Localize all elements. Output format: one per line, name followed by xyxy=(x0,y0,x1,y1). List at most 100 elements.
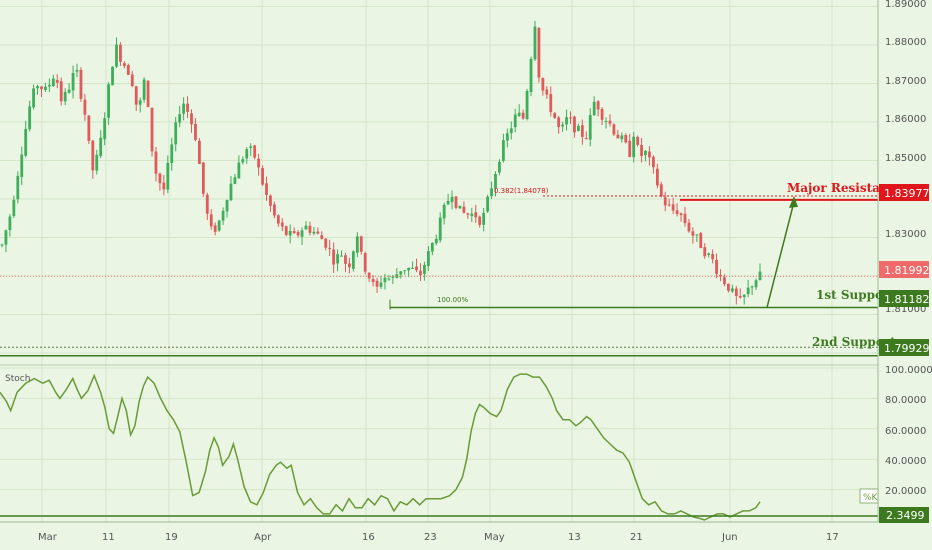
candle-body xyxy=(592,101,596,116)
candle-body xyxy=(28,106,32,130)
candle-body xyxy=(103,118,107,140)
current-price-box: 1.81992 xyxy=(879,261,930,278)
candle-body xyxy=(513,114,517,128)
candle-body xyxy=(75,70,79,72)
candle-body xyxy=(411,267,414,269)
candle-body xyxy=(699,232,703,249)
candle-body xyxy=(276,215,280,224)
candle-body xyxy=(265,183,268,195)
candle-body xyxy=(450,196,454,203)
candle-body xyxy=(573,116,576,133)
candle-body xyxy=(734,288,738,296)
candle-body xyxy=(36,86,39,89)
time-tick-label: 17 xyxy=(826,532,839,543)
candle-body xyxy=(170,144,174,164)
candle-body xyxy=(162,182,166,190)
candle-body xyxy=(351,251,355,269)
candle-body xyxy=(561,124,565,127)
price-tick-label: 1.81000 xyxy=(885,304,926,315)
candle-body xyxy=(655,168,659,186)
candle-body xyxy=(482,212,486,225)
percent-k-badge-label: %K xyxy=(863,493,879,503)
candle-body xyxy=(8,216,12,231)
candle-body xyxy=(47,84,51,87)
candle-body xyxy=(158,173,162,184)
candle-body xyxy=(71,72,75,91)
candle-body xyxy=(438,217,442,241)
candle-body xyxy=(636,136,640,145)
candle-body xyxy=(182,103,186,114)
candle-body xyxy=(348,263,351,268)
price-tick-label: 1.85000 xyxy=(885,153,926,164)
grid-lines xyxy=(0,0,878,522)
candle-body xyxy=(221,210,225,221)
candle-body xyxy=(442,204,446,219)
candle-body xyxy=(359,236,363,252)
candle-body xyxy=(320,235,324,240)
projection-arrow-line xyxy=(766,201,795,308)
candle-body xyxy=(521,112,525,119)
time-tick-label: Jun xyxy=(721,532,738,543)
candle-body xyxy=(150,107,154,152)
candle-body xyxy=(399,271,403,275)
candle-body xyxy=(249,146,253,148)
candle-body xyxy=(324,238,328,248)
candle-body xyxy=(119,44,122,62)
candle-body xyxy=(434,238,438,244)
candle-body xyxy=(284,226,288,236)
major-resistance-price-box: 1.83977 xyxy=(879,184,930,201)
major-resistance-label: Major Resistance xyxy=(787,181,904,195)
candle-body xyxy=(715,259,718,275)
candle-body xyxy=(640,144,643,157)
candle-body xyxy=(719,274,722,277)
candle-body xyxy=(304,225,308,230)
candle-body xyxy=(308,225,312,233)
candle-body xyxy=(679,213,683,216)
candle-body xyxy=(178,114,182,123)
price-tick-label: 1.86000 xyxy=(885,114,926,125)
candle-body xyxy=(4,230,8,245)
candle-body xyxy=(126,65,130,75)
percent-k-badge[interactable] xyxy=(859,488,879,504)
candle-body xyxy=(652,156,655,168)
time-tick-label: 19 xyxy=(165,532,178,543)
time-tick-label: 21 xyxy=(630,532,643,543)
candle-body xyxy=(470,213,474,217)
candle-body xyxy=(549,94,553,113)
candle-body xyxy=(723,277,726,285)
candle-body xyxy=(458,205,462,209)
candle-body xyxy=(379,282,383,287)
first-support-price: 1.81182 xyxy=(884,293,930,306)
candle-body xyxy=(588,115,592,140)
candle-body xyxy=(533,26,537,60)
candle-body xyxy=(332,249,336,265)
candle-body xyxy=(115,44,118,67)
candle-body xyxy=(727,283,730,291)
candle-body xyxy=(580,125,584,137)
stoch-title: Stoch xyxy=(5,374,30,384)
candle-body xyxy=(557,117,561,128)
candle-body xyxy=(371,279,375,282)
candle-body xyxy=(628,140,632,157)
candle-body xyxy=(241,159,245,163)
candle-body xyxy=(292,231,296,234)
candle-body xyxy=(67,89,71,93)
price-tick-label: 1.89000 xyxy=(885,0,926,10)
candle-body xyxy=(217,220,221,231)
candle-body xyxy=(51,78,55,87)
candle-body xyxy=(711,254,715,260)
candle-body xyxy=(111,66,114,86)
candle-body xyxy=(695,234,699,236)
candle-body xyxy=(59,81,63,102)
time-tick-label: 11 xyxy=(102,532,115,543)
candle-body xyxy=(671,204,675,211)
candle-body xyxy=(233,177,237,184)
candle-body xyxy=(55,79,59,83)
fib-382-label: 0.382(1.84078) xyxy=(494,187,549,195)
candle-body xyxy=(186,103,189,112)
candle-body xyxy=(328,247,332,249)
candle-body xyxy=(746,287,750,295)
candle-body xyxy=(87,115,91,141)
candle-body xyxy=(213,225,217,232)
